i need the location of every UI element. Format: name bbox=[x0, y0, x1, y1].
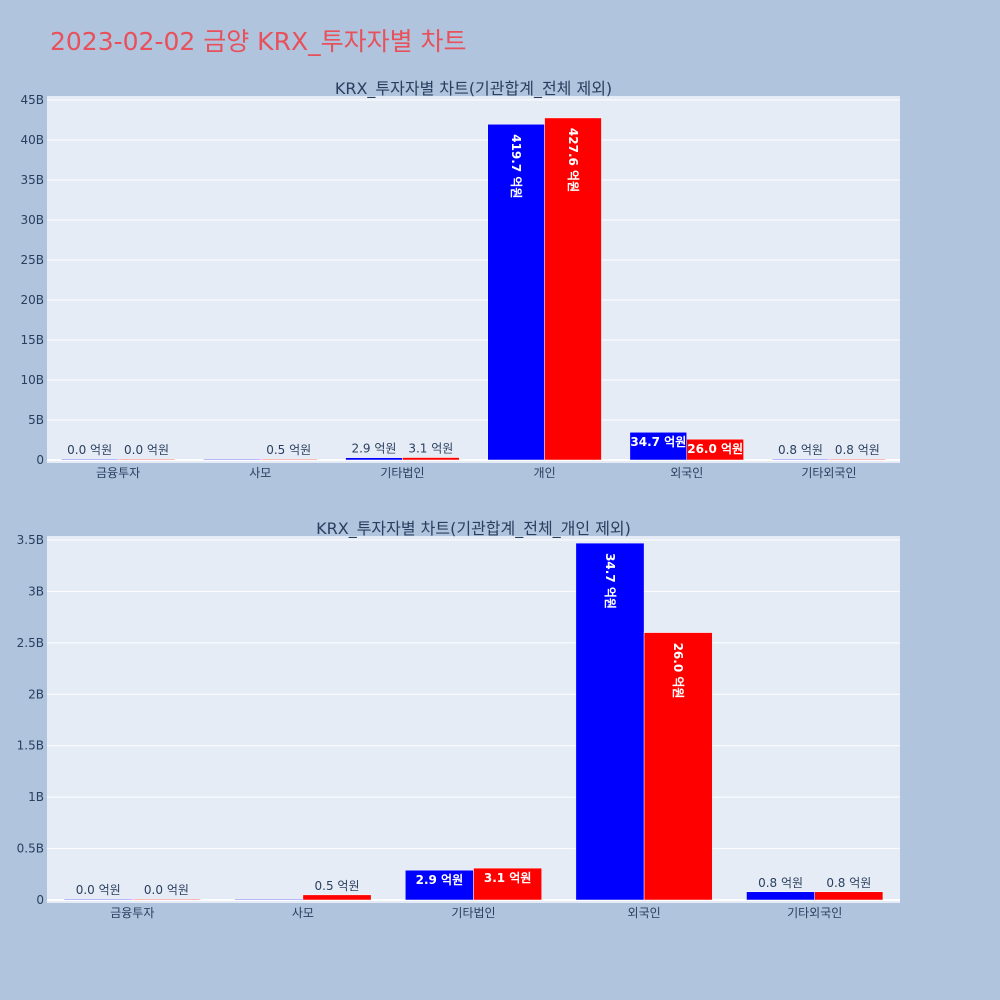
bar bbox=[132, 898, 201, 901]
plot-area bbox=[47, 536, 900, 903]
x-tick-label: 금융투자 bbox=[96, 466, 140, 480]
y-tick-label: 30B bbox=[20, 213, 44, 227]
plot-area bbox=[47, 96, 900, 463]
y-tick-label: 0 bbox=[36, 893, 44, 907]
bar bbox=[771, 458, 830, 461]
data-label: 0.5 억원 bbox=[315, 879, 360, 893]
data-label: 34.7 억원 bbox=[603, 553, 617, 609]
x-tick-label: 외국인 bbox=[628, 906, 661, 920]
bar bbox=[63, 898, 133, 901]
y-tick-label: 45B bbox=[20, 93, 44, 107]
bar bbox=[405, 869, 474, 901]
x-tick-label: 사모 bbox=[249, 466, 271, 480]
data-label: 0.8 억원 bbox=[835, 443, 880, 457]
bar bbox=[203, 458, 261, 461]
bar bbox=[234, 898, 304, 901]
x-tick-label: 개인 bbox=[534, 466, 556, 480]
data-label: 427.6 억원 bbox=[566, 128, 580, 192]
chart-title: KRX_투자자별 차트(기관합계_전체 제외) bbox=[335, 79, 612, 99]
x-tick-label: 외국인 bbox=[670, 466, 703, 480]
data-label: 0.0 억원 bbox=[67, 443, 112, 457]
y-tick-label: 20B bbox=[20, 293, 44, 307]
data-label: 3.1 억원 bbox=[484, 871, 532, 885]
data-label: 0.0 억원 bbox=[144, 883, 189, 897]
y-tick-label: 1B bbox=[28, 790, 44, 804]
x-tick-label: 사모 bbox=[292, 906, 314, 920]
x-tick-label: 금융투자 bbox=[110, 906, 154, 920]
data-label: 26.0 억원 bbox=[671, 643, 685, 699]
data-label: 2.9 억원 bbox=[416, 873, 464, 887]
data-label: 0.8 억원 bbox=[826, 876, 871, 890]
y-tick-label: 40B bbox=[20, 133, 44, 147]
bar bbox=[575, 542, 645, 901]
data-label: 0.8 억원 bbox=[758, 876, 803, 890]
y-tick-label: 25B bbox=[20, 253, 44, 267]
data-label: 34.7 억원 bbox=[630, 435, 686, 449]
data-label: 3.1 억원 bbox=[408, 442, 453, 456]
chart-title: KRX_투자자별 차트(기관합계_전체_개인 제외) bbox=[316, 519, 631, 539]
data-label: 0.0 억원 bbox=[76, 883, 121, 897]
data-label: 0.5 억원 bbox=[266, 443, 311, 457]
data-label: 419.7 억원 bbox=[509, 134, 523, 198]
bar bbox=[117, 458, 176, 461]
data-label: 0.8 억원 bbox=[778, 443, 823, 457]
y-tick-label: 2.5B bbox=[17, 636, 44, 650]
bar bbox=[643, 632, 713, 901]
y-tick-label: 3.5B bbox=[17, 533, 44, 547]
bar bbox=[544, 117, 602, 461]
x-tick-label: 기타외국인 bbox=[787, 906, 842, 920]
data-label: 26.0 억원 bbox=[687, 442, 743, 456]
data-label: 0.0 억원 bbox=[124, 443, 169, 457]
y-tick-label: 3B bbox=[28, 584, 44, 598]
x-tick-label: 기타법인 bbox=[380, 466, 424, 480]
bar bbox=[260, 458, 318, 461]
x-tick-label: 기타법인 bbox=[451, 906, 495, 920]
bar bbox=[487, 123, 545, 461]
page-title: 2023-02-02 금양 KRX_투자자별 차트 bbox=[50, 27, 467, 56]
y-tick-label: 1.5B bbox=[17, 739, 44, 753]
bar bbox=[629, 431, 688, 461]
y-tick-label: 5B bbox=[28, 413, 44, 427]
bar bbox=[686, 438, 744, 461]
y-tick-label: 0 bbox=[36, 453, 44, 467]
bar bbox=[473, 867, 542, 901]
bar bbox=[302, 894, 372, 901]
data-label: 2.9 억원 bbox=[351, 442, 396, 456]
x-tick-label: 기타외국인 bbox=[801, 466, 856, 480]
y-tick-label: 15B bbox=[20, 333, 44, 347]
y-tick-label: 35B bbox=[20, 173, 44, 187]
bar bbox=[345, 457, 403, 461]
y-tick-label: 0.5B bbox=[17, 842, 44, 856]
bar bbox=[60, 458, 119, 461]
bar bbox=[402, 457, 460, 461]
bar bbox=[828, 458, 887, 461]
y-tick-label: 10B bbox=[20, 373, 44, 387]
bar bbox=[814, 891, 884, 901]
y-tick-label: 2B bbox=[28, 687, 44, 701]
bar bbox=[746, 891, 815, 901]
